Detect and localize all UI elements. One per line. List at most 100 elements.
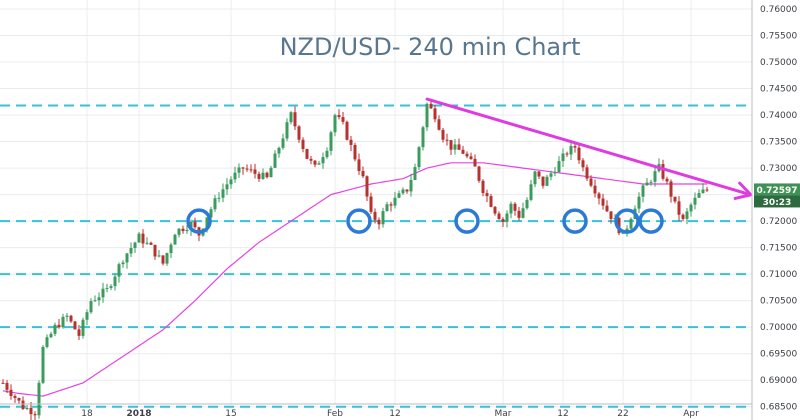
price-tick-label: 0.73500 xyxy=(760,138,797,148)
candle-body xyxy=(141,233,145,244)
support-touch-circle xyxy=(638,208,664,234)
candle-body xyxy=(37,382,41,416)
candle-body xyxy=(33,414,37,416)
time-tick-label: 2018 xyxy=(126,409,151,419)
price-tick-label: 0.73000 xyxy=(760,164,797,174)
candle-body xyxy=(557,161,561,173)
candle-body xyxy=(133,242,137,248)
candle-body xyxy=(329,132,333,151)
candle-body xyxy=(593,185,597,194)
candle-body xyxy=(469,156,473,159)
candle-body xyxy=(445,139,449,141)
price-tick-label: 0.69500 xyxy=(760,350,797,360)
candle-body xyxy=(513,203,517,211)
candle-body xyxy=(285,122,289,139)
candle-body xyxy=(477,166,481,181)
candle-body xyxy=(101,288,105,298)
candle-body xyxy=(581,160,585,168)
candle-body xyxy=(705,189,709,191)
candle-body xyxy=(401,189,405,194)
candle-body xyxy=(673,196,677,202)
candle-body xyxy=(465,153,469,157)
candle-body xyxy=(577,147,581,161)
candle-body xyxy=(213,198,217,210)
candle-body xyxy=(25,407,29,409)
candle-body xyxy=(305,148,309,159)
candle-body xyxy=(549,173,553,177)
countdown-bg xyxy=(754,195,800,208)
candle-body xyxy=(385,204,389,212)
candle-body xyxy=(69,315,73,322)
candle-body xyxy=(289,112,293,123)
candle-body xyxy=(317,163,321,165)
candle-body xyxy=(645,182,649,186)
candle-body xyxy=(45,337,49,347)
time-tick-label: 15 xyxy=(225,409,236,419)
candle-body xyxy=(153,244,157,257)
candle-body xyxy=(589,178,593,186)
candle-body xyxy=(369,196,373,212)
candle-body xyxy=(321,157,325,164)
candle-body xyxy=(257,173,261,179)
candle-body xyxy=(193,221,197,228)
countdown-text: 30:23 xyxy=(763,198,792,208)
trendline-line xyxy=(425,97,749,196)
candle-body xyxy=(685,211,689,219)
candle-body xyxy=(421,127,425,148)
candlesticks xyxy=(1,100,709,420)
candle-body xyxy=(13,395,17,398)
candle-body xyxy=(105,287,109,289)
candle-body xyxy=(53,324,57,334)
candle-body xyxy=(177,228,181,235)
price-tag-bg xyxy=(754,183,800,196)
candle-body xyxy=(377,219,381,225)
candle-body xyxy=(205,217,209,229)
candle-body xyxy=(637,196,641,209)
candle-body xyxy=(217,197,221,199)
candle-body xyxy=(73,321,77,330)
candle-body xyxy=(621,232,625,234)
candle-body xyxy=(449,140,453,150)
candle-body xyxy=(397,193,401,198)
candle-body xyxy=(545,176,549,186)
candle-body xyxy=(297,126,301,140)
candle-body xyxy=(697,193,701,198)
candle-body xyxy=(81,319,85,336)
candle-body xyxy=(49,333,53,338)
time-tick-label: Mar xyxy=(495,409,512,419)
time-tick-label: 12 xyxy=(557,409,568,419)
candle-body xyxy=(661,164,665,179)
price-axis: 0.76000 0.75500 0.75000 0.74500 0.74000 0.735… xyxy=(760,5,797,413)
candle-body xyxy=(181,228,185,232)
candle-body xyxy=(485,193,489,197)
support-touch-circle xyxy=(562,208,588,234)
candle-body xyxy=(93,300,97,302)
candle-body xyxy=(161,255,165,264)
trendline-arrowhead xyxy=(733,181,753,200)
time-tick-label: 18 xyxy=(81,409,93,419)
candle-body xyxy=(97,297,101,301)
candle-body xyxy=(333,115,337,133)
candle-body xyxy=(341,117,345,122)
candle-body xyxy=(357,159,361,171)
candle-body xyxy=(361,170,365,177)
candle-body xyxy=(693,197,697,205)
candle-body xyxy=(609,211,613,219)
candle-body xyxy=(509,203,513,214)
candle-body xyxy=(165,253,169,264)
candle-body xyxy=(293,112,297,127)
price-tick-label: 0.76000 xyxy=(760,5,797,15)
support-circles xyxy=(186,208,664,234)
candle-body xyxy=(393,197,397,206)
candle-body xyxy=(689,204,693,212)
candle-body xyxy=(345,121,349,140)
candle-body xyxy=(365,176,369,197)
candle-body xyxy=(277,147,281,154)
candle-body xyxy=(157,255,161,257)
candle-body xyxy=(585,167,589,179)
candle-body xyxy=(453,144,457,150)
time-tick-label: 22 xyxy=(617,409,628,419)
candle-body xyxy=(245,168,249,170)
candle-body xyxy=(185,229,189,232)
